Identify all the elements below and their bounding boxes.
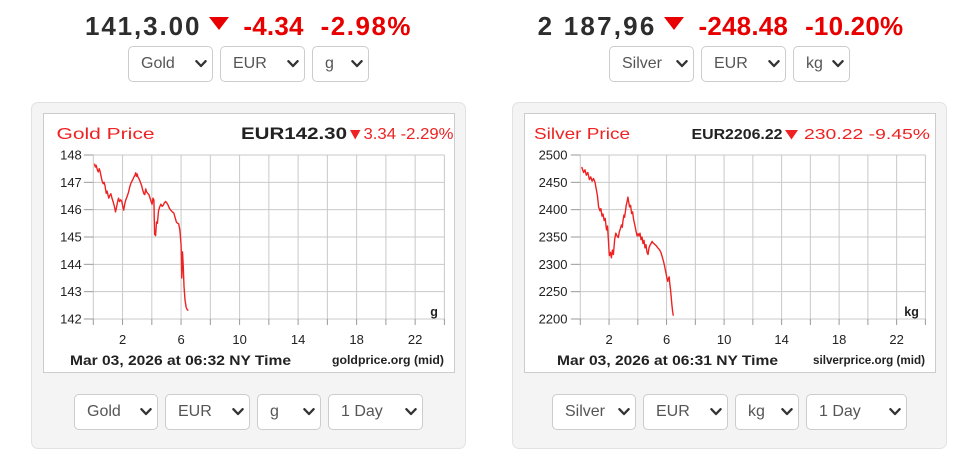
svg-text:6: 6	[177, 332, 184, 347]
svg-text:147: 147	[60, 175, 82, 190]
svg-text:148: 148	[60, 148, 82, 163]
svg-text:146: 146	[60, 202, 82, 217]
svg-text:10: 10	[232, 332, 246, 347]
svg-text:18: 18	[832, 332, 846, 347]
svg-text:14: 14	[774, 332, 788, 347]
svg-text:Mar 03, 2026 at 06:32 NY Time: Mar 03, 2026 at 06:32 NY Time	[70, 353, 291, 368]
svg-text:230.22 -9.45%: 230.22 -9.45%	[804, 127, 930, 143]
svg-text:Gold Price: Gold Price	[57, 126, 155, 143]
svg-text:g: g	[430, 305, 438, 319]
svg-text:3.34 -2.29%: 3.34 -2.29%	[364, 126, 454, 143]
svg-text:EUR142.30: EUR142.30	[241, 125, 347, 143]
svg-text:22: 22	[889, 332, 903, 347]
svg-text:10: 10	[717, 332, 731, 347]
svg-text:2300: 2300	[539, 257, 568, 272]
svg-text:144: 144	[60, 257, 82, 272]
svg-text:143: 143	[60, 284, 82, 299]
svg-text:6: 6	[663, 332, 670, 347]
svg-text:2: 2	[605, 332, 612, 347]
svg-text:kg: kg	[904, 305, 919, 319]
svg-text:142: 142	[60, 312, 82, 327]
svg-text:2400: 2400	[539, 202, 568, 217]
svg-text:145: 145	[60, 230, 82, 245]
svg-text:goldprice.org (mid): goldprice.org (mid)	[332, 355, 444, 367]
svg-text:2350: 2350	[539, 230, 568, 245]
svg-text:22: 22	[408, 332, 422, 347]
svg-text:2500: 2500	[539, 148, 568, 163]
svg-text:14: 14	[291, 332, 305, 347]
svg-text:silverprice.org (mid): silverprice.org (mid)	[813, 355, 925, 367]
svg-text:EUR2206.22: EUR2206.22	[692, 127, 783, 143]
svg-text:2: 2	[119, 332, 126, 347]
svg-text:2250: 2250	[539, 284, 568, 299]
svg-text:Silver Price: Silver Price	[534, 126, 630, 143]
svg-text:2200: 2200	[539, 312, 568, 327]
svg-text:2450: 2450	[539, 175, 568, 190]
svg-text:Mar 03, 2026 at 06:31 NY Time: Mar 03, 2026 at 06:31 NY Time	[557, 353, 778, 368]
svg-text:18: 18	[349, 332, 363, 347]
